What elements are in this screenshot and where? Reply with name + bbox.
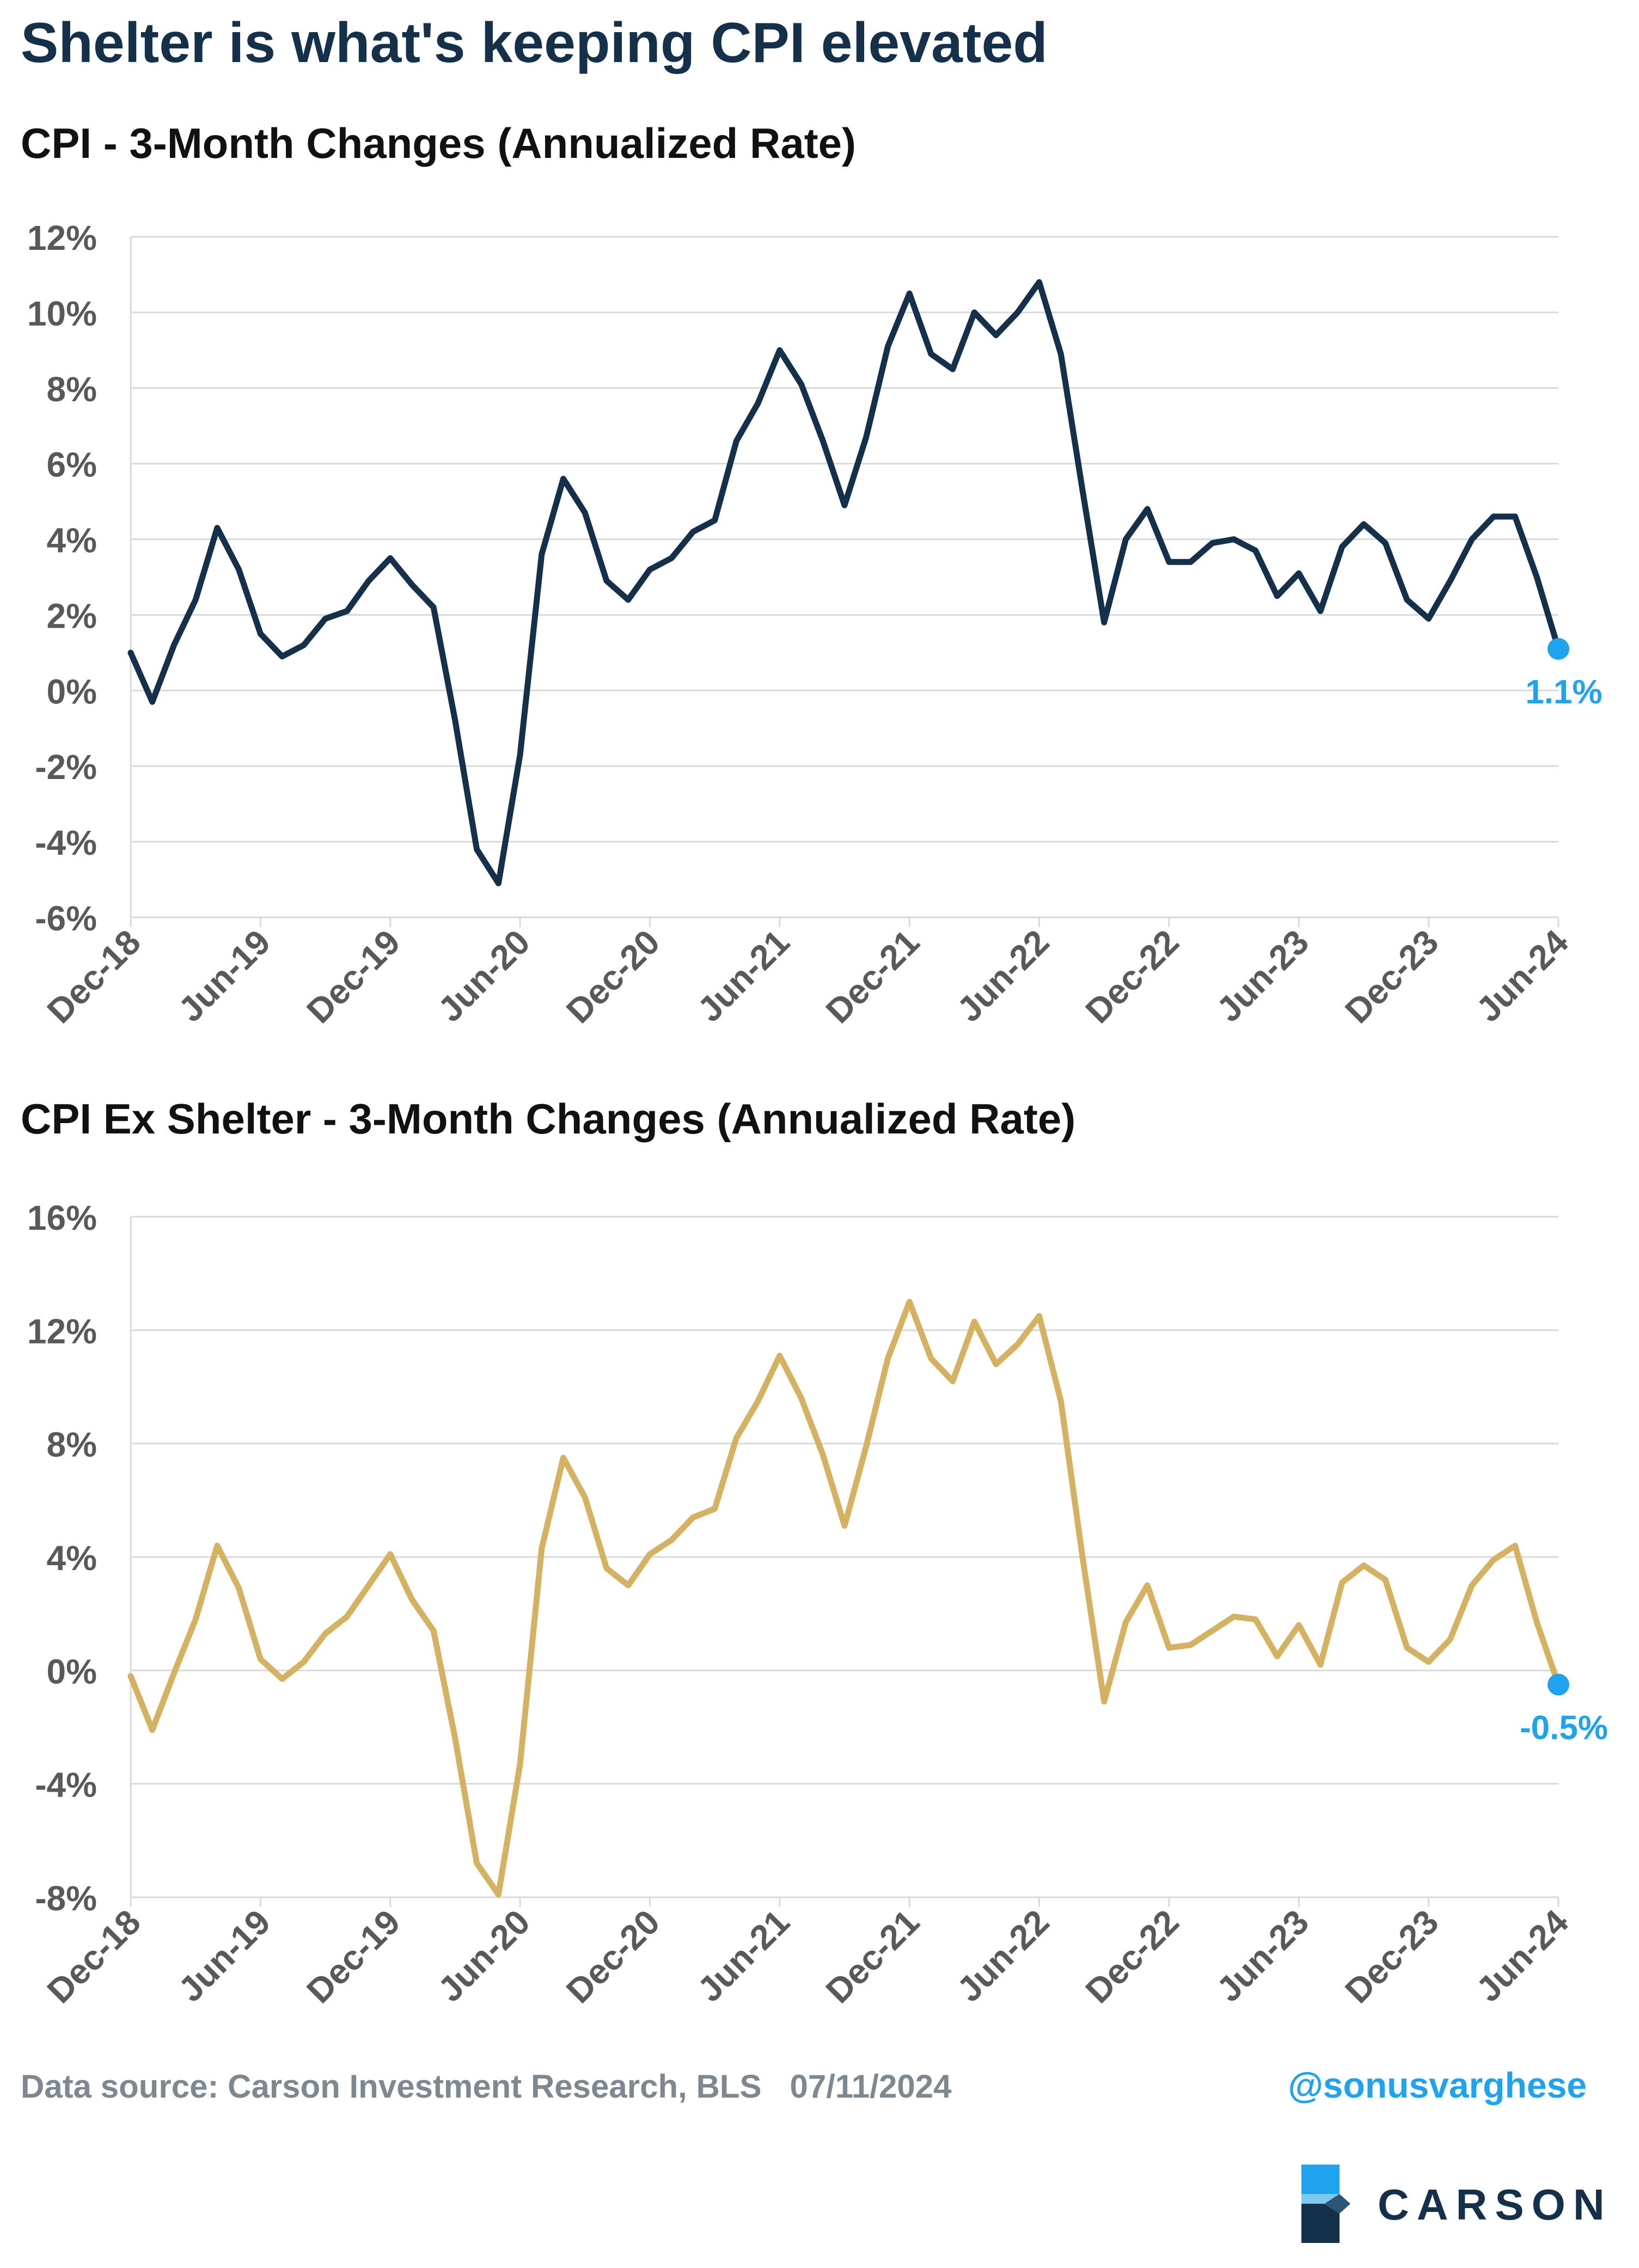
carson-logo-text: CARSON: [1378, 2180, 1612, 2229]
cpi-ytick-label: -2%: [35, 747, 97, 787]
ex-shelter-series-line: [127, 1298, 1562, 1898]
ex-shelter-last-value-label: -0.5%: [1520, 1709, 1608, 1746]
cpi-ytick-label: 10%: [27, 294, 97, 333]
data-source-text: Data source: Carson Investment Research,…: [21, 2068, 762, 2105]
chart-title-cpi-ex-shelter: CPI Ex Shelter - 3-Month Changes (Annual…: [21, 1095, 1076, 1143]
ex-shelter-xtick-label: Jun-19: [170, 1902, 278, 2009]
cpi-ytick-label: 6%: [47, 445, 97, 485]
cpi-xtick-label: Dec-22: [1078, 922, 1186, 1031]
author-handle[interactable]: @sonusvarghese: [1288, 2065, 1587, 2105]
cpi-ytick-label: 8%: [47, 370, 97, 409]
cpi-xtick-label: Dec-20: [559, 922, 667, 1031]
ex-shelter-xtick-label: Dec-18: [40, 1902, 148, 2010]
cpi-xtick-label: Jun-24: [1469, 922, 1576, 1029]
carson-logo: CARSON: [1296, 2160, 1605, 2247]
ex-shelter-ytick-label: 8%: [47, 1425, 97, 1464]
cpi-xtick-label: Jun-22: [950, 922, 1057, 1029]
cpi-last-point-marker: [1548, 638, 1569, 660]
ex-shelter-ytick-label: -8%: [35, 1879, 97, 1918]
cpi-ytick-label: 12%: [27, 218, 97, 258]
cpi-line-chart: -6%-4%-2%0%2%4%6%8%10%12%Dec-18 Jun-19 Dec…: [27, 218, 1603, 1031]
ex-shelter-xtick-label: Jun-21: [690, 1902, 797, 2009]
cpi-xtick-label: Dec-21: [818, 922, 927, 1031]
cpi-xtick-label: Jun-20: [430, 922, 537, 1029]
cpi-ytick-label: 2%: [47, 596, 97, 635]
cpi-ytick-label: 4%: [47, 521, 97, 560]
cpi-last-value-label: 1.1%: [1525, 673, 1602, 711]
ex-shelter-xtick-label: Dec-23: [1337, 1902, 1446, 2010]
cpi-ex-shelter-line-chart: -8%-4%0%4%8%12%16%Dec-18 Jun-19 Dec-19 Jun-…: [27, 1198, 1608, 2010]
ex-shelter-xtick-label: Jun-23: [1209, 1902, 1316, 2009]
cpi-series-line: [127, 279, 1562, 886]
cpi-xtick-label: Dec-19: [299, 922, 407, 1031]
ex-shelter-xtick-label: Dec-20: [559, 1902, 667, 2010]
ex-shelter-xtick-label: Jun-24: [1469, 1902, 1576, 2009]
ex-shelter-xtick-label: Dec-22: [1078, 1902, 1186, 2010]
data-source-footer: Data source: Carson Investment Research,…: [21, 2068, 951, 2105]
ex-shelter-ytick-label: 0%: [47, 1652, 97, 1691]
cpi-ytick-label: 0%: [47, 672, 97, 711]
cpi-xtick-label: Jun-19: [170, 922, 278, 1029]
page-title: Shelter is what's keeping CPI elevated: [21, 11, 1048, 75]
cpi-xtick-label: Dec-23: [1337, 922, 1446, 1031]
cpi-ytick-label: -6%: [35, 899, 97, 938]
ex-shelter-xtick-label: Jun-22: [950, 1902, 1057, 2009]
ex-shelter-xtick-label: Dec-19: [299, 1902, 407, 2010]
ex-shelter-xtick-label: Dec-21: [818, 1902, 927, 2010]
data-date: 07/11/2024: [790, 2068, 952, 2105]
chart-title-cpi: CPI - 3-Month Changes (Annualized Rate): [21, 119, 857, 167]
ex-shelter-xtick-label: Jun-20: [430, 1902, 537, 2009]
ex-shelter-ytick-label: 12%: [27, 1311, 97, 1351]
cpi-xtick-label: Jun-23: [1209, 922, 1316, 1029]
ex-shelter-ytick-label: 4%: [47, 1538, 97, 1578]
carson-chevron-logo-icon: [1301, 2165, 1350, 2243]
ex-shelter-ytick-label: 16%: [27, 1198, 97, 1237]
cpi-xtick-label: Dec-18: [40, 922, 148, 1031]
ex-shelter-last-point-marker: [1548, 1674, 1569, 1696]
cpi-xtick-label: Jun-21: [690, 922, 797, 1029]
ex-shelter-ytick-label: -4%: [35, 1766, 97, 1805]
cpi-ytick-label: -4%: [35, 823, 97, 862]
